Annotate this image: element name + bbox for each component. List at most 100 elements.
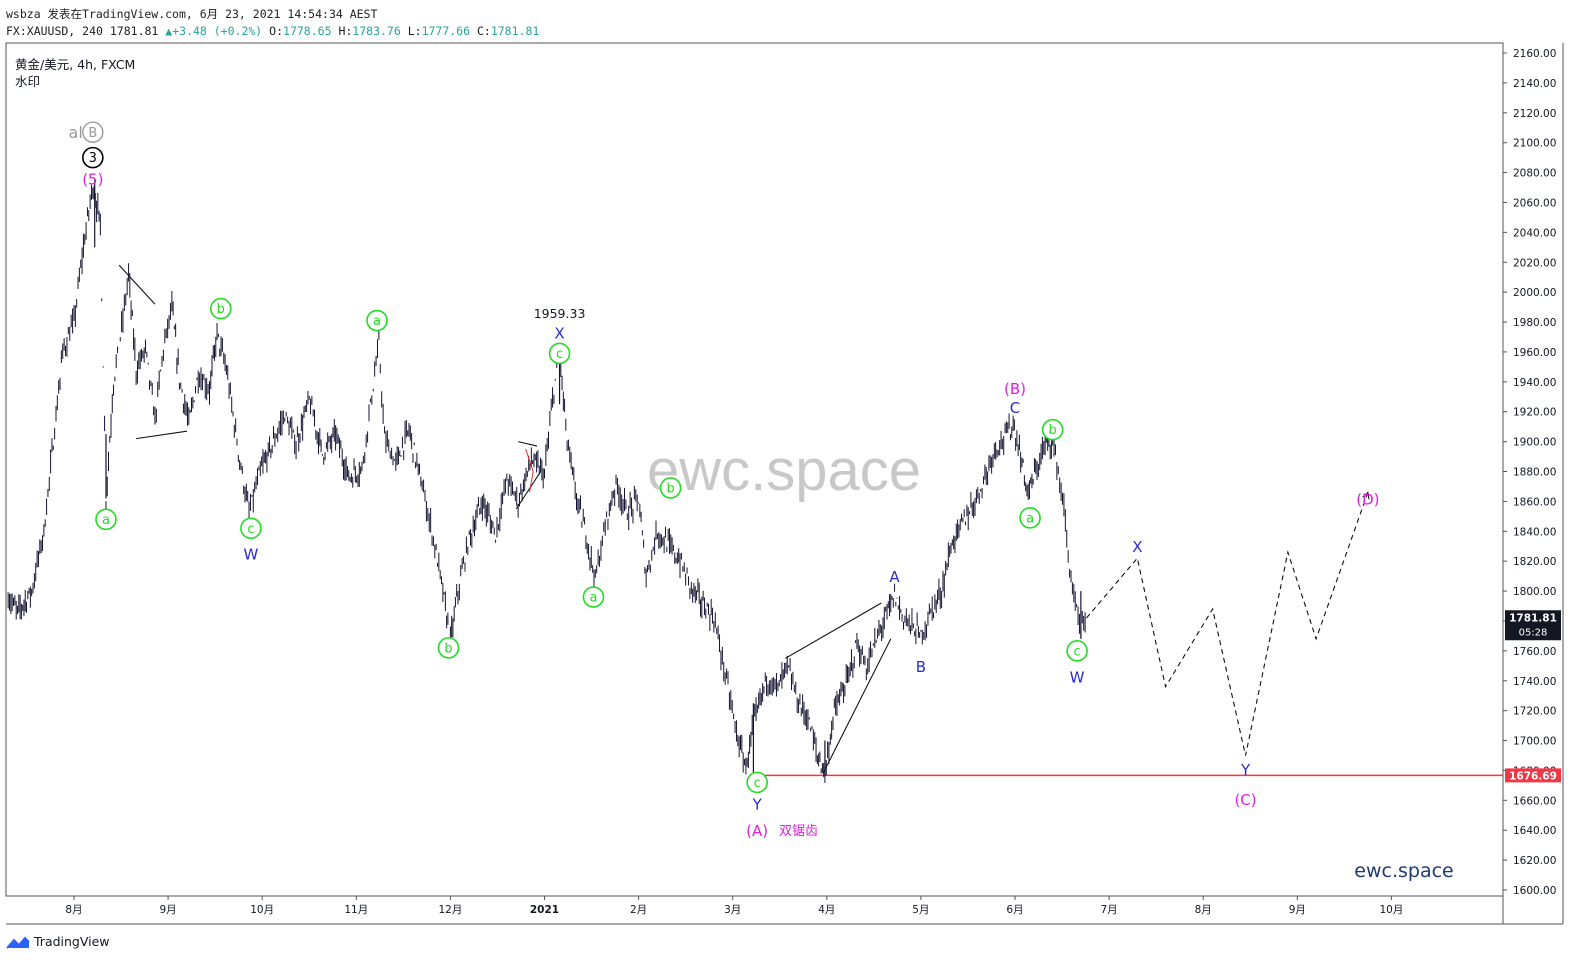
wave-label-(A): (A)	[746, 822, 768, 840]
y-tick-label: 1900.00	[1513, 437, 1556, 449]
y-tick-label: 2020.00	[1513, 257, 1556, 269]
x-tick-label: 10月	[1379, 904, 1403, 916]
triangle-marker	[525, 448, 534, 493]
y-tick-label: 1820.00	[1513, 556, 1556, 568]
current-price-tag	[1505, 610, 1561, 641]
wave-label-X: X	[1132, 538, 1142, 556]
x-tick-label: 10月	[250, 904, 274, 916]
wave-label-circle	[548, 342, 571, 365]
wave-label-circle	[82, 146, 104, 169]
wave-label-W: W	[1070, 668, 1085, 686]
projection-path	[1086, 492, 1369, 756]
y-tick-label: 1700.00	[1513, 736, 1556, 748]
x-tick-label: 8月	[65, 904, 82, 916]
y-tick-label: 2140.00	[1513, 78, 1556, 90]
wave-label-b: b	[1049, 423, 1057, 438]
y-tick-label: 1760.00	[1513, 646, 1556, 658]
alt-circle	[82, 121, 104, 143]
wave-label-circle	[366, 309, 388, 332]
wave-label-b: b	[217, 302, 225, 317]
wave-label-(C): (C)	[1234, 791, 1256, 809]
wave-label-W: W	[243, 546, 258, 564]
wave-label-c: c	[1074, 644, 1081, 659]
low-label: L:	[407, 24, 422, 38]
y-tick-label: 1640.00	[1513, 825, 1556, 837]
x-tick-label: 11月	[344, 904, 368, 916]
wave-label-c: c	[247, 522, 254, 537]
x-tick-label: 8月	[1195, 904, 1212, 916]
wave-label-a: a	[589, 591, 597, 606]
wave-label-circle	[240, 517, 262, 540]
current-price-label: 1781.81	[1509, 612, 1557, 624]
projection-arrowhead	[1362, 491, 1370, 500]
y-tick-label: 2160.00	[1513, 48, 1556, 60]
change-up-icon: ▲	[165, 24, 173, 38]
y-tick-label: 1800.00	[1513, 586, 1556, 598]
open-label: O:	[269, 24, 284, 38]
wave-label-A: A	[889, 568, 900, 586]
x-tick-label: 4月	[818, 904, 835, 916]
x-tick-label: 9月	[1289, 904, 1306, 916]
wave-label-a: a	[373, 314, 381, 329]
y-tick-label: 2060.00	[1513, 197, 1556, 209]
countdown-label: 05:28	[1519, 627, 1548, 638]
y-tick-label: 2040.00	[1513, 227, 1556, 239]
wave-label-a: a	[1026, 511, 1034, 526]
trendline	[515, 471, 542, 510]
alt-circle-letter: B	[88, 126, 97, 141]
candles-group	[7, 180, 1086, 783]
wave-label-circle	[1041, 418, 1064, 441]
price-annotation: 1959.33	[534, 306, 586, 321]
wave-label-circle	[746, 771, 768, 794]
wave-label-a: a	[102, 513, 110, 528]
trendline	[118, 264, 156, 305]
trendline	[785, 602, 882, 659]
y-tick-label: 1980.00	[1513, 317, 1556, 329]
x-tick-label: 2月	[630, 904, 647, 916]
watermark-legend: 水印	[15, 74, 41, 89]
y-tick-label: 1860.00	[1513, 496, 1556, 508]
x-tick-label: 12月	[438, 904, 462, 916]
close-value: 1781.81	[490, 24, 540, 38]
support-price-tag	[1505, 768, 1561, 783]
wave-label-C: C	[1010, 399, 1020, 417]
wave-label-(B): (B)	[1004, 380, 1026, 398]
x-tick-label: 6月	[1006, 904, 1023, 916]
y-tick-label: 1600.00	[1513, 885, 1556, 897]
wave-label-B: B	[916, 658, 926, 676]
x-tick-label: 7月	[1101, 904, 1118, 916]
x-tick-label: 3月	[724, 904, 741, 916]
open-value: 1778.65	[283, 24, 332, 38]
publish-info: wsbza 发表在TradingView.com, 6月 23, 2021 14…	[6, 7, 378, 21]
wave-label-circle	[659, 477, 682, 499]
wave-note: 双锯齿	[779, 824, 818, 839]
x-tick-label: 9月	[160, 904, 177, 916]
close-label: C:	[476, 24, 491, 38]
wave-label-Y: Y	[752, 795, 763, 813]
wave-label-circle	[209, 297, 232, 320]
wave-label-X: X	[554, 324, 564, 342]
ohlc-line: FX:XAUUSD, 240 1781.81 ▲+3.48 (+0.2%) O:…	[6, 24, 539, 38]
wave-label-c: c	[754, 776, 761, 791]
brand-watermark: ewc.space	[1354, 860, 1453, 882]
wave-label-circle	[582, 586, 605, 608]
y-tick-label: 1940.00	[1513, 377, 1556, 389]
y-tick-label: 1720.00	[1513, 706, 1556, 718]
high-label: H:	[338, 24, 353, 38]
trendline	[518, 441, 538, 447]
support-price-label: 1676.69	[1509, 770, 1557, 782]
low-value: 1777.66	[421, 24, 471, 38]
watermark-text: ewc.space	[647, 438, 921, 503]
x-tick-label: 2021	[530, 904, 559, 916]
y-tick-label: 1620.00	[1513, 855, 1556, 867]
wave-label-circle	[1019, 507, 1041, 529]
tradingview-brand[interactable]: TradingView	[6, 934, 110, 949]
y-tick-label: 2120.00	[1513, 108, 1556, 120]
instrument-legend: 黄金/美元, 4h, FXCM	[15, 57, 136, 72]
y-tick-label: 1880.00	[1513, 467, 1556, 479]
y-tick-label: 1840.00	[1513, 526, 1556, 538]
tradingview-brand-text: TradingView	[34, 934, 110, 949]
wave-label-(5): (5)	[82, 171, 103, 189]
x-tick-label: 5月	[912, 904, 929, 916]
